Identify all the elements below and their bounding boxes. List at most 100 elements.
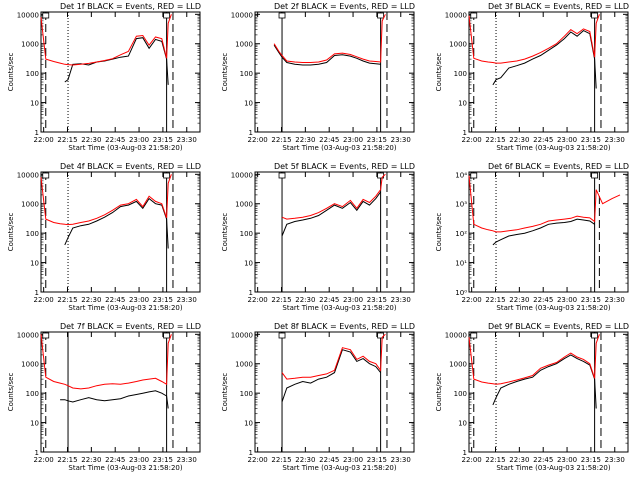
y-axis-label: Counts/sec [7, 213, 15, 252]
plot-frame [40, 11, 201, 133]
marker-box [591, 12, 599, 19]
x-tick-label: 22:00 [248, 296, 268, 304]
chart-title: Det 2f BLACK = Events, RED = LLD [274, 2, 415, 11]
plot-frame [254, 171, 415, 293]
y-tick-label: 1000 [449, 41, 467, 49]
y-tick-label: 1 [463, 129, 467, 137]
x-axis-label: Start Time (03-Aug-03 21:58:20) [282, 464, 396, 472]
x-tick-label: 23:30 [177, 296, 197, 304]
y-tick-label: 1000 [235, 201, 253, 209]
y-tick-label: 10000 [17, 171, 39, 179]
y-tick-label: 10¹ [455, 260, 467, 268]
series-line-events [492, 30, 597, 89]
series-line-events [492, 354, 597, 409]
y-tick-label: 10 [30, 260, 39, 268]
marker-box [42, 12, 50, 19]
y-tick-label: 10 [30, 100, 39, 108]
x-tick-label: 23:15 [153, 296, 173, 304]
marker-box [278, 332, 286, 339]
x-tick-label: 22:45 [533, 136, 553, 144]
y-tick-label: 10² [455, 230, 467, 238]
y-tick-label: 100 [454, 70, 467, 78]
y-tick-label: 10000 [231, 331, 253, 339]
series-line-lld [40, 174, 172, 226]
y-axis-label: Counts/sec [435, 373, 443, 412]
x-tick-label: 22:00 [462, 296, 482, 304]
x-axis-label: Start Time (03-Aug-03 21:58:20) [68, 304, 182, 312]
series-line-events [64, 37, 169, 85]
x-tick-label: 23:00 [343, 456, 363, 464]
series-line-events [281, 191, 382, 237]
x-axis-label: Start Time (03-Aug-03 21:58:20) [68, 144, 182, 152]
marker-box [163, 172, 171, 179]
series-line-events [64, 197, 169, 249]
x-tick-label: 23:30 [391, 456, 411, 464]
x-tick-label: 22:30 [295, 456, 315, 464]
x-tick-label: 23:15 [581, 136, 601, 144]
y-tick-label: 10000 [17, 331, 39, 339]
y-tick-label: 1000 [235, 361, 253, 369]
series-line-lld [40, 334, 172, 390]
y-tick-label: 10³ [455, 201, 467, 209]
plot-frame [468, 331, 629, 453]
y-tick-label: 100 [240, 230, 253, 238]
plot-frame [254, 331, 415, 453]
x-tick-label: 22:30 [81, 456, 101, 464]
x-tick-label: 23:30 [605, 136, 625, 144]
chart-panel-4: Det 4f BLACK = Events, RED = LLD 1 10 100 10… [7, 162, 201, 312]
series-line-lld [281, 333, 386, 380]
chart-title: Det 4f BLACK = Events, RED = LLD [60, 162, 201, 171]
x-axis-label: Start Time (03-Aug-03 21:58:20) [282, 304, 396, 312]
x-tick-label: 23:30 [605, 296, 625, 304]
x-tick-label: 23:30 [391, 136, 411, 144]
y-tick-label: 10000 [17, 11, 39, 19]
x-tick-label: 23:15 [153, 456, 173, 464]
y-tick-label: 1000 [21, 41, 39, 49]
x-tick-label: 22:15 [485, 136, 505, 144]
x-tick-label: 22:15 [485, 456, 505, 464]
y-axis-label: Counts/sec [221, 373, 229, 412]
x-tick-label: 23:30 [605, 456, 625, 464]
x-tick-label: 22:30 [509, 296, 529, 304]
y-tick-label: 100 [240, 70, 253, 78]
series-line-lld [281, 173, 386, 220]
y-tick-label: 100 [454, 390, 467, 398]
chart-title: Det 8f BLACK = Events, RED = LLD [274, 322, 415, 331]
chart-title: Det 6f BLACK = Events, RED = LLD [488, 162, 629, 171]
x-tick-label: 22:15 [271, 136, 291, 144]
y-axis-label: Counts/sec [7, 373, 15, 412]
chart-title: Det 5f BLACK = Events, RED = LLD [274, 162, 415, 171]
series-line-events [60, 390, 169, 409]
x-tick-label: 22:45 [319, 456, 339, 464]
y-tick-label: 10000 [231, 171, 253, 179]
chart-panel-2: Det 2f BLACK = Events, RED = LLD 1 10 100 10… [221, 2, 415, 152]
x-tick-label: 22:30 [295, 136, 315, 144]
x-tick-label: 23:15 [367, 456, 387, 464]
y-tick-label: 10 [244, 260, 253, 268]
series-line-events [492, 218, 595, 246]
series-line-lld [273, 14, 386, 63]
y-tick-label: 1 [249, 449, 253, 457]
y-tick-label: 1 [249, 289, 253, 297]
y-tick-label: 10 [458, 100, 467, 108]
plot-frame [40, 331, 201, 453]
x-tick-label: 22:30 [509, 136, 529, 144]
x-tick-label: 23:30 [177, 136, 197, 144]
y-tick-label: 100 [26, 230, 39, 238]
x-axis-label: Start Time (03-Aug-03 21:58:20) [496, 304, 610, 312]
y-tick-label: 100 [26, 70, 39, 78]
y-tick-label: 10 [30, 420, 39, 428]
marker-box [42, 332, 50, 339]
y-axis-label: Counts/sec [7, 53, 15, 92]
marker-box [470, 172, 478, 179]
x-tick-label: 23:15 [367, 136, 387, 144]
x-tick-label: 22:00 [248, 456, 268, 464]
x-tick-label: 22:15 [485, 296, 505, 304]
marker-box [163, 332, 171, 339]
y-tick-label: 10000 [231, 11, 253, 19]
y-axis-label: Counts/sec [221, 213, 229, 252]
series-line-events [281, 349, 381, 403]
marker-box [42, 172, 50, 179]
chart-title: Det 9f BLACK = Events, RED = LLD [488, 322, 629, 331]
